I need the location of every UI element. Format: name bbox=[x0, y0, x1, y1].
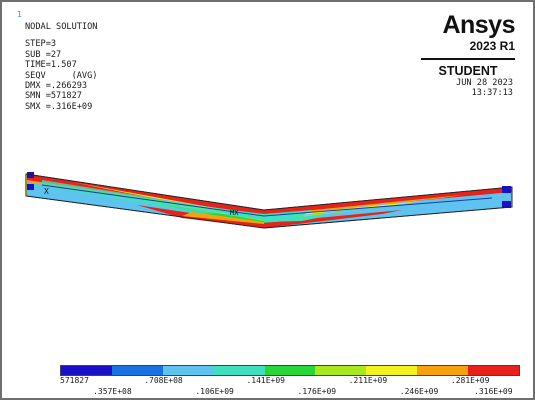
brand-divider bbox=[421, 58, 515, 60]
plot-date: JUN 28 2023 bbox=[456, 78, 513, 88]
legend-label: 571827 bbox=[60, 376, 89, 385]
legend-label: .281E+09 bbox=[450, 376, 490, 385]
deformed-model: X MX bbox=[25, 172, 513, 229]
info-step: STEP=3 bbox=[25, 39, 57, 50]
legend-swatch bbox=[111, 366, 163, 375]
legend-labels-top: 571827 .708E+08 .141E+09 .211E+09 .281E+09 bbox=[60, 376, 520, 387]
legend-label: .316E+09 bbox=[474, 387, 513, 396]
legend-swatch bbox=[61, 366, 112, 375]
min-marker: X bbox=[44, 187, 49, 196]
info-smx: SMX =.316E+09 bbox=[25, 101, 93, 112]
legend-label: .357E+08 bbox=[93, 387, 132, 396]
legend-swatch bbox=[366, 366, 418, 375]
ansys-logo: Ansys bbox=[442, 11, 515, 39]
legend-swatch bbox=[264, 366, 316, 375]
legend-label: .246E+09 bbox=[399, 387, 439, 396]
legend-label: .708E+08 bbox=[144, 376, 183, 385]
contour-legend: 571827 .708E+08 .141E+09 .211E+09 .281E+09 .… bbox=[60, 365, 520, 398]
info-dmx: DMX =.266293 bbox=[25, 80, 88, 91]
legend-swatch bbox=[213, 366, 265, 375]
legend-swatch bbox=[417, 366, 469, 375]
date-time: JUN 28 2023 13:37:13 bbox=[456, 78, 513, 99]
version-label: 2023 R1 bbox=[469, 39, 515, 53]
legend-labels-bottom: .357E+08 .106E+09 .176E+09 .246E+09 .316E+09 bbox=[60, 387, 520, 398]
window-number: 1 bbox=[17, 10, 22, 19]
edition-label: STUDENT bbox=[438, 64, 498, 78]
info-result-item: SEQV (AVG) bbox=[25, 70, 98, 81]
solution-title: NODAL SOLUTION bbox=[25, 22, 98, 32]
legend-swatch bbox=[315, 366, 367, 375]
legend-label: .141E+09 bbox=[246, 376, 285, 385]
ansys-branding: Ansys 2023 R1 STUDENT bbox=[421, 11, 516, 78]
legend-swatch bbox=[468, 366, 520, 375]
info-substep: SUB =27 bbox=[25, 49, 62, 60]
info-time: TIME=1.507 bbox=[25, 60, 77, 71]
max-marker: MX bbox=[230, 209, 239, 217]
legend-label: .176E+09 bbox=[297, 387, 337, 396]
info-smn: SMN =571827 bbox=[25, 91, 82, 102]
plot-time: 13:37:13 bbox=[471, 88, 513, 99]
legend-label: .211E+09 bbox=[348, 376, 388, 385]
legend-swatch bbox=[162, 366, 214, 375]
legend-color-bar bbox=[60, 365, 520, 376]
legend-label: .106E+09 bbox=[195, 387, 234, 396]
beam-contour bbox=[25, 172, 513, 229]
solution-info: NODAL SOLUTION STEP=3 SUB =27 TIME=1.507… bbox=[25, 22, 97, 112]
